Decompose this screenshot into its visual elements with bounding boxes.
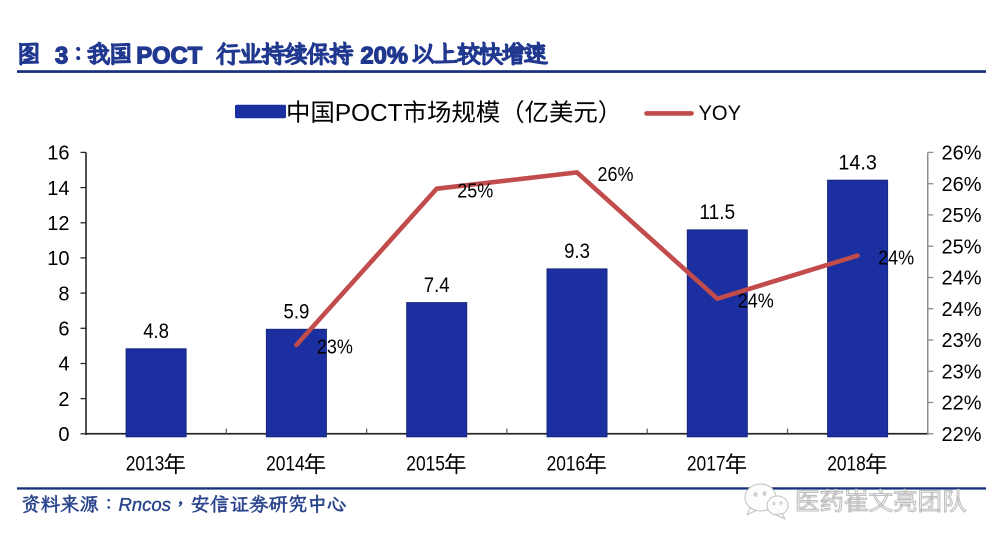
svg-text:26%: 26% (942, 174, 982, 196)
svg-text:25%: 25% (457, 179, 493, 202)
svg-text:12: 12 (47, 213, 69, 235)
svg-text:26%: 26% (598, 163, 634, 186)
svg-text:0: 0 (58, 424, 69, 446)
svg-text:16: 16 (47, 143, 69, 165)
svg-text:23%: 23% (317, 336, 353, 359)
svg-text:2016: 2016 (547, 453, 586, 476)
svg-text:25%: 25% (942, 205, 982, 227)
svg-text:2013: 2013 (126, 453, 165, 476)
svg-text:7.4: 7.4 (424, 274, 450, 297)
svg-text:14.3: 14.3 (838, 151, 877, 174)
svg-text:25%: 25% (942, 236, 982, 258)
svg-text:4.8: 4.8 (143, 320, 169, 343)
svg-text:5.9: 5.9 (284, 301, 310, 324)
svg-text:2018: 2018 (827, 453, 866, 476)
svg-text:4: 4 (58, 354, 69, 376)
svg-text:24%: 24% (878, 246, 914, 269)
svg-text:2: 2 (58, 389, 69, 411)
svg-text:11.5: 11.5 (699, 201, 735, 224)
svg-text:24%: 24% (738, 289, 774, 312)
svg-text:26%: 26% (942, 143, 982, 165)
svg-text:8: 8 (58, 283, 69, 305)
svg-text:24%: 24% (942, 299, 982, 321)
svg-text:YOY: YOY (699, 101, 742, 125)
svg-text:2017: 2017 (687, 453, 726, 476)
svg-text:2015: 2015 (406, 453, 445, 476)
svg-text:10: 10 (47, 248, 69, 270)
svg-text:9.3: 9.3 (564, 240, 590, 263)
svg-text:23%: 23% (942, 362, 982, 384)
svg-text:24%: 24% (942, 268, 982, 290)
svg-text:6: 6 (58, 319, 69, 341)
svg-text:2014: 2014 (266, 453, 305, 476)
svg-text:22%: 22% (942, 393, 982, 415)
svg-text:23%: 23% (942, 330, 982, 352)
svg-text:22%: 22% (942, 424, 982, 446)
svg-text:14: 14 (47, 178, 69, 200)
